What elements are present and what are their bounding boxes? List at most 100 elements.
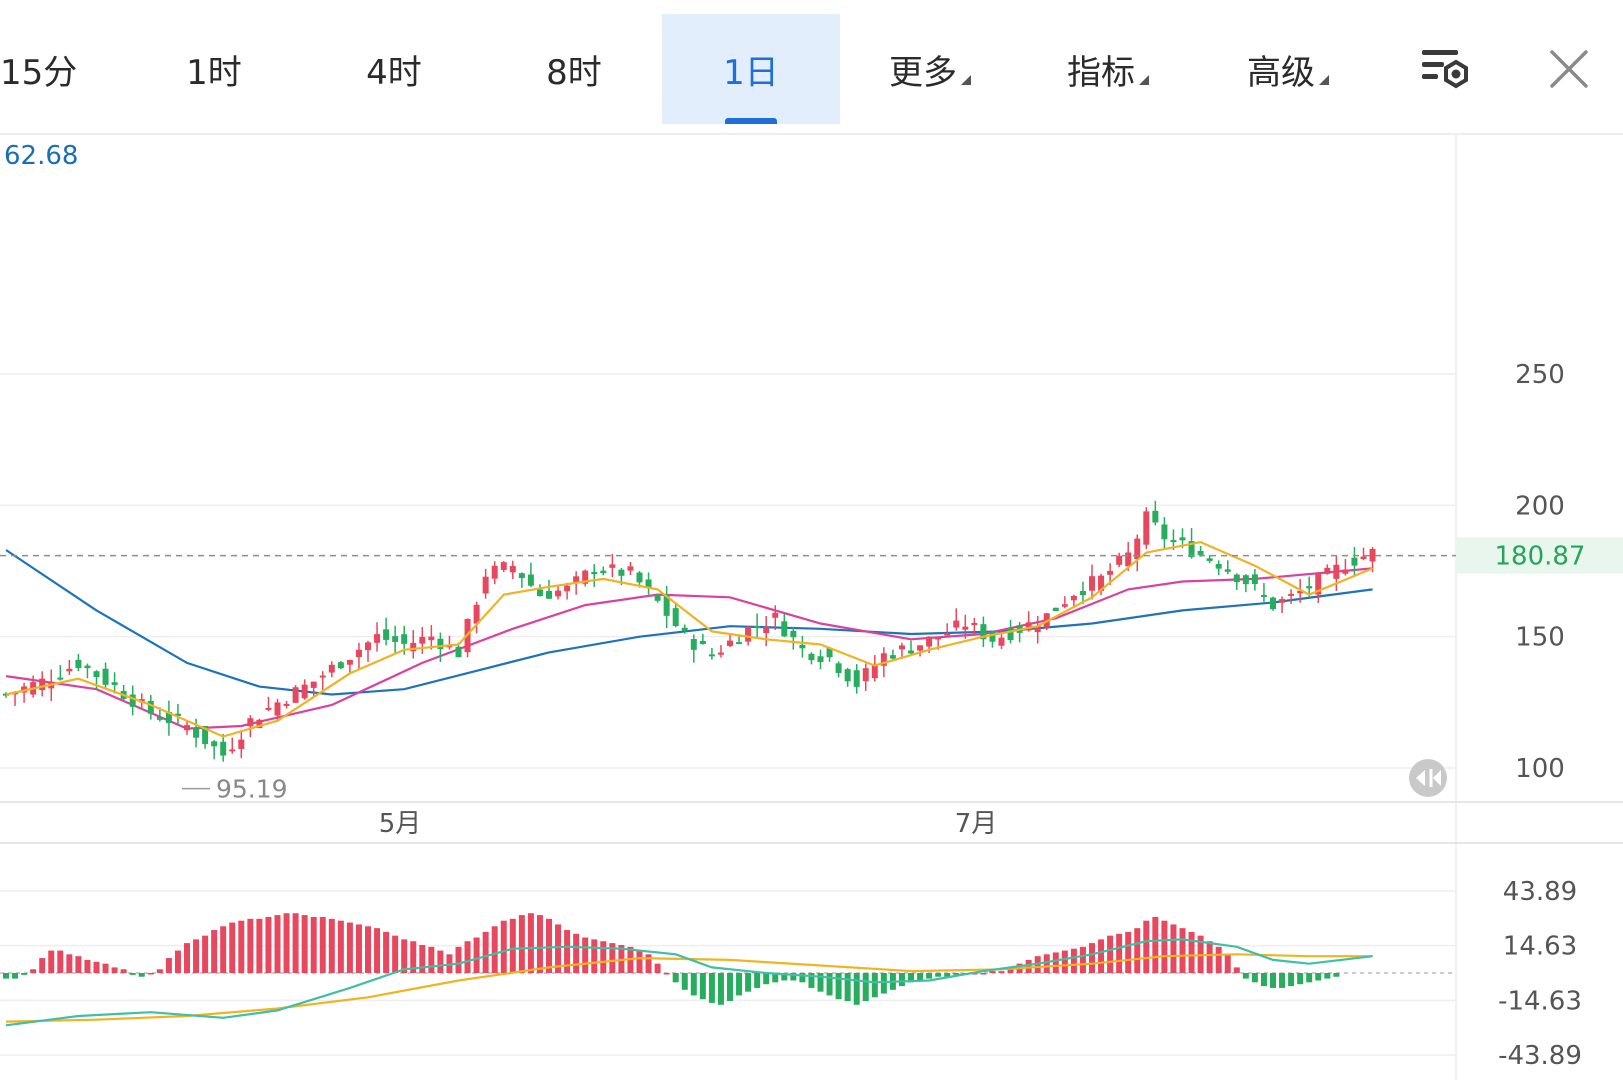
candle-body [518,573,525,579]
macd-bar [799,973,806,983]
tab-more-label: 更多 [889,52,957,93]
tab-1hour-label: 1时 [186,52,242,93]
time-axis-ticks: 5月 7月 [379,809,998,839]
tab-more[interactable]: 更多 [840,14,1020,124]
candle-body [971,622,978,625]
tab-1hour[interactable]: 1时 [124,14,304,124]
macd-bar [1297,973,1304,985]
macd-bar [265,916,272,973]
macd-bar [944,973,951,977]
macd-bar [211,930,218,973]
macd-dif-line [5,938,1373,1027]
candle-body [3,693,9,696]
macd-bar [84,959,91,973]
tab-advanced[interactable]: 高级 [1198,14,1378,124]
candle-body [546,591,552,599]
macd-bar [129,973,136,975]
candle-body [772,612,779,618]
candle-body [1297,590,1304,594]
macd-bar [654,963,661,973]
macd-bar [48,950,55,973]
macd-bar [482,931,489,973]
macd-bar [1224,954,1231,973]
candle-body [383,629,390,640]
macd-bar [1152,916,1159,973]
ma-blue-path [5,549,1373,696]
macd-bar [826,973,833,996]
tab-15min[interactable]: 15分 [0,14,80,124]
candle-body [1152,510,1159,523]
candle-body [645,579,652,588]
candle-body [1342,569,1349,574]
candle-body [1170,540,1177,543]
candle-body [184,725,190,731]
candle-body [1107,570,1114,575]
tab-indicators[interactable]: 指标 [1018,14,1198,124]
macd-bar [908,973,914,983]
tab-1day[interactable]: 1日 [662,14,840,124]
scroll-to-start-icon[interactable] [1409,759,1447,797]
timeframe-tab-bar: 15分 1时 4时 8时 1日 更多 指标 高级 [0,0,1623,125]
candle-body [193,727,200,738]
chart-settings-icon[interactable] [1418,44,1474,94]
candle-body [1288,593,1295,596]
macd-bar [1098,939,1105,973]
candle-body [238,739,245,749]
candle-body [717,652,724,655]
price-tick-label: 100 [1515,754,1565,784]
candle-body [93,671,100,678]
candle-body [935,637,942,640]
tab-1day-label: 1日 [723,52,779,93]
macd-bar [500,920,507,973]
macd-bar [1260,973,1267,987]
candle-body [998,637,1005,646]
tab-4hour[interactable]: 4时 [304,14,484,124]
candle-body [989,631,996,642]
candle-body [256,719,263,729]
macd-bar [582,937,589,973]
macd-bar [844,973,851,1002]
candle-body [57,677,64,680]
candle-body [147,700,154,714]
candle-body [1179,537,1186,541]
macd-bar [555,924,562,973]
macd-bar [926,973,933,979]
macd-bar [763,973,770,985]
macd-tick-label: 43.89 [1503,877,1577,907]
candle-body [1070,595,1077,601]
macd-bar [1306,973,1313,983]
macd-bar [754,973,761,988]
candle-body [1079,591,1086,596]
candle-body [763,627,770,634]
macd-bar [1125,931,1132,973]
macd-bar [202,935,209,973]
macd-bar [102,963,109,973]
candle-body [410,642,417,652]
candle-body [111,682,118,685]
candle-body [754,626,761,629]
candle-body [790,630,797,638]
macd-bar [745,973,752,992]
candle-body [428,636,435,641]
candle-body [672,608,679,627]
macd-bar [935,973,942,977]
macd-bar [546,918,552,973]
candle-body [66,668,73,672]
tab-8hour[interactable]: 8时 [484,14,664,124]
candle-body [555,590,562,597]
candle-body [564,585,571,592]
macd-bar [998,971,1005,973]
last-price-badge [1456,537,1623,574]
macd-tick-label: -43.89 [1498,1041,1582,1071]
candle-body [908,650,914,654]
macd-bar [518,915,525,973]
close-icon[interactable] [1548,48,1590,90]
macd-bar [609,943,616,973]
macd-bar [473,937,480,973]
macd-bar [437,950,444,973]
candle-body [509,565,516,573]
price-chart[interactable]: 62.68 250 200 150 100 5月 7月 180.87 95.19 43.… [0,125,1623,1080]
candle-body [835,663,842,674]
candle-body [274,702,281,716]
candle-body [1206,558,1213,561]
